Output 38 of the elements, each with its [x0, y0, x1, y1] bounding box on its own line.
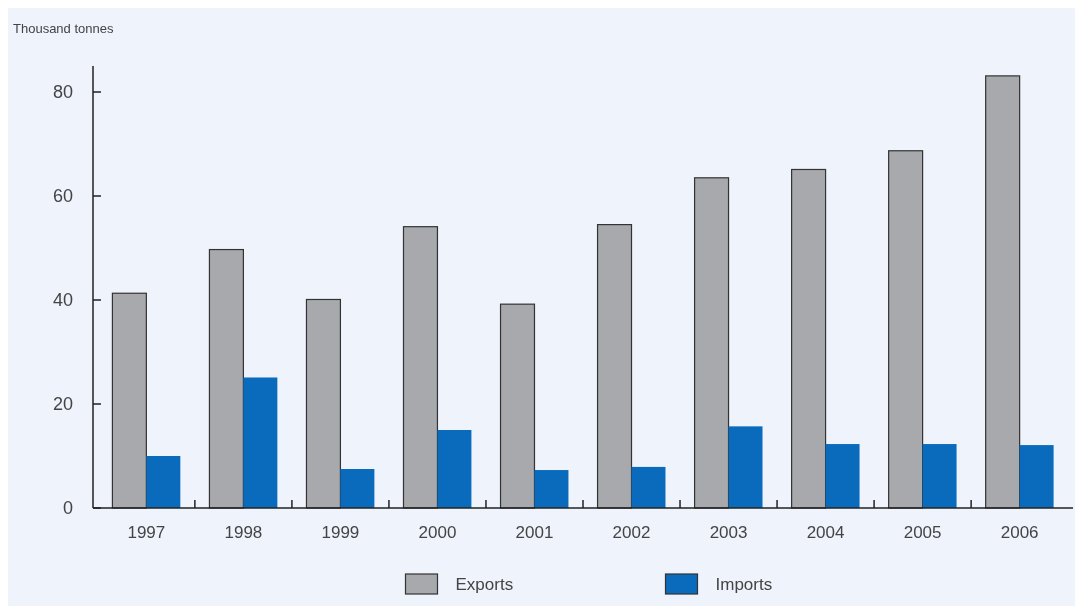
- bar: [146, 456, 181, 508]
- x-tick-label: 2001: [515, 523, 554, 542]
- x-tick-label: 1998: [224, 523, 263, 542]
- bar: [499, 303, 536, 509]
- bar: [985, 75, 1021, 509]
- bar: [243, 377, 278, 508]
- bar: [888, 150, 924, 509]
- x-tick-label: 2005: [903, 523, 942, 542]
- x-tick-label: 1997: [127, 523, 166, 542]
- bar: [693, 177, 730, 509]
- bar: [111, 292, 147, 509]
- y-tick-label: 40: [52, 290, 73, 311]
- y-tick-label: 20: [52, 394, 73, 415]
- x-tick-label: 1999: [321, 523, 360, 542]
- bar: [437, 430, 472, 508]
- bar: [596, 224, 633, 509]
- legend-label: Imports: [715, 574, 773, 594]
- bar: [534, 470, 569, 508]
- bar: [825, 444, 860, 508]
- y-tick-label: 0: [62, 498, 73, 519]
- bar: [340, 469, 375, 508]
- x-tick-label: 2002: [612, 523, 651, 542]
- x-tick-label: 2003: [709, 523, 748, 542]
- x-tick-label: 2006: [1000, 523, 1039, 542]
- legend-label: Exports: [455, 574, 514, 594]
- bar: [791, 168, 827, 509]
- bar: [305, 298, 342, 509]
- x-tick-label: 2000: [418, 523, 457, 542]
- bar: [402, 226, 439, 509]
- y-axis-title: Thousand tonnes: [13, 21, 114, 36]
- x-tick-label: 2004: [806, 523, 845, 542]
- bar: [728, 426, 763, 508]
- y-tick-label: 60: [52, 186, 73, 207]
- bar: [208, 248, 244, 509]
- bar: [631, 466, 666, 508]
- bar: [922, 444, 957, 508]
- y-tick-label: 80: [52, 82, 73, 103]
- bar: [1019, 445, 1054, 508]
